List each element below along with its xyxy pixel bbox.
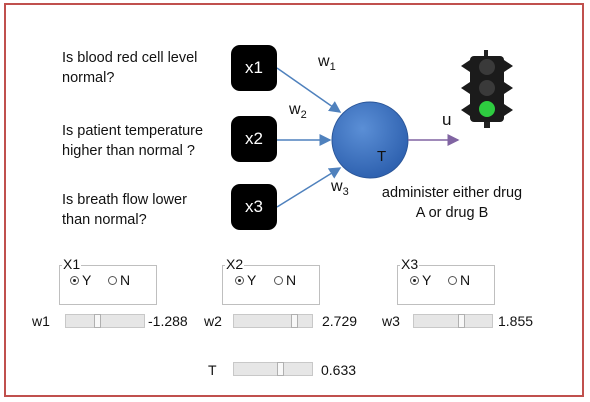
weight-label-w1: w1 [318,53,336,73]
slider-w3[interactable] [413,314,493,328]
slider-w3-label: w3 [382,313,400,329]
slider-w2-label: w2 [204,313,222,329]
caption-line2: A or drug B [415,205,489,221]
radio-x2-no-dot[interactable] [274,275,283,285]
weight-label-w2: w2 [289,101,307,121]
output-label: u [442,110,452,129]
radio-x3-yes-label: Y [422,272,432,288]
radio-x1-yes-dot[interactable] [70,275,79,285]
question-2-line1: Is patient temperature [62,123,204,139]
slider-t-value: 0.633 [321,362,357,378]
radio-x2-no-label: N [286,272,297,288]
slider-w2-thumb[interactable] [290,314,298,328]
slider-w1-label: w1 [32,313,50,329]
neuron-label: T [377,148,387,165]
question-1: Is blood red cell level normal? [62,48,197,88]
slider-w3-value: 1.855 [498,313,534,329]
weight-w3-sub: 3 [342,186,349,199]
input-node-x2: x2 [231,116,277,162]
question-1-line2: normal? [62,70,115,86]
slider-w1[interactable] [65,314,145,328]
radio-x2-yes[interactable]: Y [235,272,256,288]
radio-x3-no[interactable]: N [448,272,470,288]
question-3-line2: than normal? [62,212,147,228]
slider-t-label: T [208,362,217,378]
weight-w1-base: w [318,53,330,70]
radio-x2-yes-dot[interactable] [235,275,244,285]
radio-x1-yes[interactable]: Y [70,272,91,288]
radio-group-x2-title: X2 [225,256,245,272]
weight-w1-sub: 1 [329,61,336,74]
radio-x1-no[interactable]: N [108,272,130,288]
radio-x1-no-label: N [120,272,131,288]
question-1-line1: Is blood red cell level [62,50,198,66]
input-node-x3: x3 [231,184,277,230]
slider-t-thumb[interactable] [276,362,284,376]
weight-label-w3: w3 [331,178,349,198]
weight-w3-base: w [331,178,343,195]
slider-w1-thumb[interactable] [94,314,102,328]
caption-line1: administer either drug [381,185,523,201]
radio-x3-yes[interactable]: Y [410,272,431,288]
slider-w2-value: 2.729 [322,313,358,329]
question-3: Is breath flow lower than normal? [62,190,187,230]
traffic-light-icon [461,50,513,128]
arrow-x1 [276,67,342,113]
output-caption: administer either drug A or drug B [370,183,534,223]
radio-x3-no-dot[interactable] [448,275,457,285]
radio-group-x3-title: X3 [400,256,420,272]
slider-w1-value: -1.288 [148,313,188,329]
radio-x2-no[interactable]: N [274,272,296,288]
slider-w2[interactable] [233,314,313,328]
radio-x1-no-dot[interactable] [108,275,117,285]
radio-x3-no-label: N [460,272,471,288]
slider-t[interactable] [233,362,313,376]
input-node-x1: x1 [231,45,277,91]
question-2-line2: higher than normal ? [62,143,195,159]
question-3-line1: Is breath flow lower [62,192,187,208]
weight-w2-sub: 2 [300,109,307,122]
radio-group-x1-title: X1 [62,256,82,272]
radio-x3-yes-dot[interactable] [410,275,419,285]
neuron-circle [331,101,409,179]
weight-w2-base: w [289,101,301,118]
question-2: Is patient temperature higher than norma… [62,121,203,161]
radio-x1-yes-label: Y [82,272,92,288]
arrow-x3 [276,167,342,208]
radio-x2-yes-label: Y [247,272,257,288]
slider-w3-thumb[interactable] [458,314,466,328]
